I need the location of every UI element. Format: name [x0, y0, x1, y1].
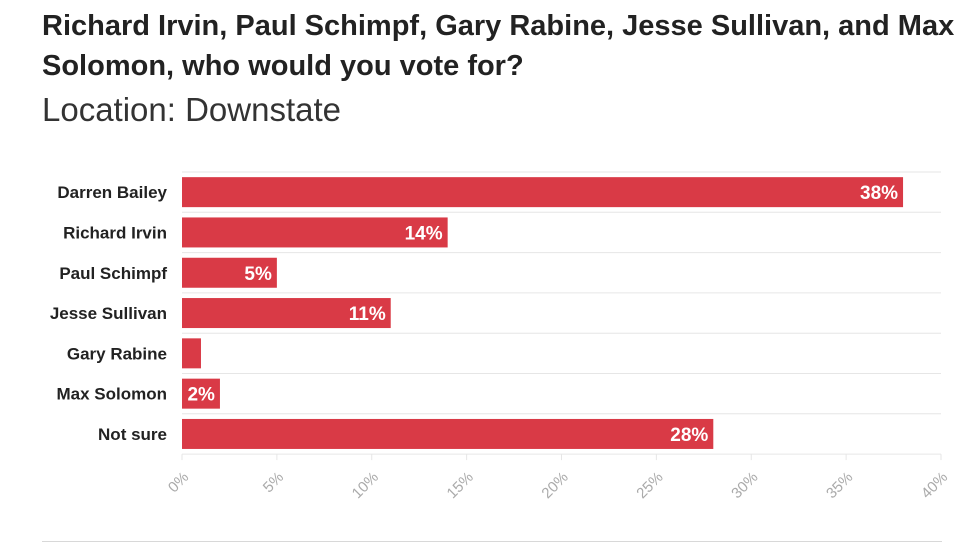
footer-divider [42, 541, 942, 542]
bar [182, 298, 391, 329]
bar [182, 378, 220, 409]
chart-subtitle: Location: Downstate [42, 91, 342, 128]
x-tick-label: 5% [260, 469, 287, 496]
category-label: Jesse Sullivan [50, 304, 167, 323]
x-tick-label: 30% [728, 469, 761, 502]
x-tick-label: 0% [165, 469, 192, 496]
bar [182, 418, 714, 449]
category-label: Paul Schimpf [59, 264, 167, 283]
x-tick-label: 20% [538, 469, 571, 502]
bar-value-label: 28% [670, 425, 708, 446]
x-tick-label: 10% [349, 469, 382, 502]
bar-value-label: 38% [860, 183, 898, 204]
bar [182, 217, 448, 248]
bar-value-label: 5% [244, 264, 272, 285]
bar [182, 177, 904, 208]
x-tick-label: 35% [823, 469, 856, 502]
category-label: Max Solomon [56, 385, 167, 404]
category-label: Gary Rabine [67, 344, 167, 363]
x-tick-label: 15% [444, 469, 477, 502]
category-label: Darren Bailey [57, 183, 167, 202]
bar-value-label: 11% [349, 304, 386, 325]
bar [182, 338, 201, 369]
x-tick-label: 25% [633, 469, 666, 502]
chart-title: Richard Irvin, Paul Schimpf, Gary Rabine… [42, 10, 955, 82]
x-tick-label: 40% [918, 469, 951, 502]
category-label: Not sure [98, 425, 167, 444]
bar [182, 257, 277, 288]
category-label: Richard Irvin [63, 223, 167, 242]
bar-value-label: 14% [405, 223, 443, 244]
bar-value-label: 2% [187, 385, 215, 406]
